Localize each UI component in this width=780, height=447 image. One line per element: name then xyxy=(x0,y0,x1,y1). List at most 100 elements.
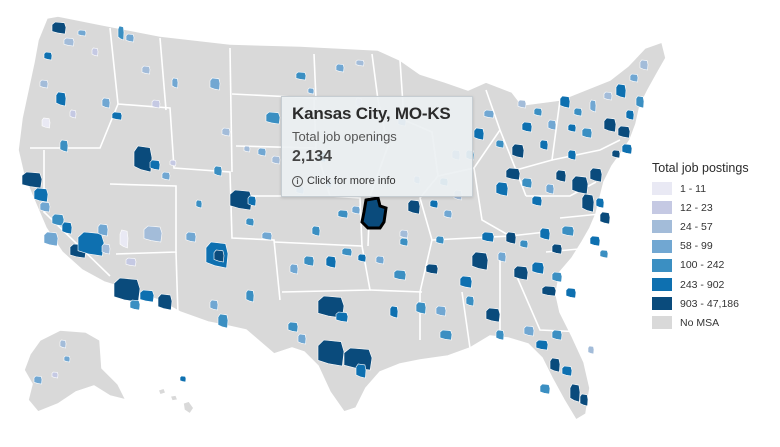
msa-region[interactable] xyxy=(551,243,563,255)
msa-region[interactable] xyxy=(33,187,49,203)
msa-region[interactable] xyxy=(639,59,649,71)
msa-region[interactable] xyxy=(317,295,345,319)
msa-region[interactable] xyxy=(459,275,473,289)
msa-region[interactable] xyxy=(303,255,315,267)
msa-region[interactable] xyxy=(505,167,521,181)
msa-region[interactable] xyxy=(245,289,255,303)
msa-region[interactable] xyxy=(149,159,161,171)
msa-region[interactable] xyxy=(113,277,141,303)
msa-regions[interactable] xyxy=(21,21,649,407)
msa-region[interactable] xyxy=(555,169,567,183)
msa-region[interactable] xyxy=(39,79,49,89)
msa-region[interactable] xyxy=(125,33,135,43)
msa-region[interactable] xyxy=(209,77,221,91)
msa-region[interactable] xyxy=(63,37,75,47)
msa-region[interactable] xyxy=(587,345,595,355)
legend-item[interactable]: 58 - 99 xyxy=(652,237,774,256)
msa-region[interactable] xyxy=(615,83,627,99)
msa-region[interactable] xyxy=(271,155,281,165)
msa-region[interactable] xyxy=(545,183,555,195)
msa-region[interactable] xyxy=(55,91,67,107)
msa-region[interactable] xyxy=(355,363,367,379)
legend-item[interactable]: 100 - 242 xyxy=(652,256,774,275)
msa-region[interactable] xyxy=(523,325,535,337)
msa-region[interactable] xyxy=(157,293,173,311)
msa-region[interactable] xyxy=(341,247,353,257)
msa-region[interactable] xyxy=(481,231,495,243)
msa-region[interactable] xyxy=(43,231,59,247)
msa-region[interactable] xyxy=(325,255,337,269)
msa-region[interactable] xyxy=(571,175,589,195)
msa-region[interactable] xyxy=(581,127,593,139)
msa-region[interactable] xyxy=(531,261,545,275)
msa-region[interactable] xyxy=(551,271,563,283)
msa-region[interactable] xyxy=(511,143,525,159)
msa-region[interactable] xyxy=(611,149,621,159)
legend-item[interactable]: 903 - 47,186 xyxy=(652,294,774,313)
msa-region[interactable] xyxy=(343,347,373,371)
msa-region[interactable] xyxy=(599,249,609,259)
msa-region[interactable] xyxy=(129,299,141,311)
msa-region[interactable] xyxy=(573,107,583,117)
msa-region[interactable] xyxy=(497,251,507,263)
msa-region[interactable] xyxy=(337,209,349,219)
msa-region[interactable] xyxy=(21,171,43,189)
msa-region[interactable] xyxy=(265,111,281,125)
msa-region[interactable] xyxy=(141,65,151,75)
msa-region[interactable] xyxy=(39,201,51,213)
msa-region[interactable] xyxy=(465,295,475,307)
msa-region[interactable] xyxy=(621,143,633,155)
msa-region[interactable] xyxy=(33,375,43,385)
msa-region[interactable] xyxy=(287,321,299,333)
more-info-link[interactable]: i Click for more info xyxy=(292,175,462,187)
msa-region[interactable] xyxy=(63,355,71,363)
msa-region[interactable] xyxy=(429,199,439,209)
msa-region[interactable] xyxy=(533,107,543,117)
msa-region[interactable] xyxy=(551,329,563,341)
msa-region[interactable] xyxy=(59,139,69,153)
msa-region[interactable] xyxy=(221,127,231,137)
msa-region[interactable] xyxy=(245,217,255,227)
msa-kansas-city[interactable] xyxy=(360,196,388,230)
msa-region[interactable] xyxy=(531,195,543,207)
msa-region[interactable] xyxy=(297,333,307,345)
msa-region[interactable] xyxy=(635,95,645,109)
msa-region[interactable] xyxy=(603,91,613,101)
msa-region[interactable] xyxy=(547,119,557,131)
msa-region[interactable] xyxy=(549,357,561,373)
msa-region[interactable] xyxy=(311,225,321,237)
msa-region[interactable] xyxy=(495,181,509,197)
msa-region[interactable] xyxy=(539,383,551,395)
msa-region[interactable] xyxy=(179,375,187,383)
msa-region[interactable] xyxy=(407,199,421,215)
msa-region[interactable] xyxy=(169,159,177,167)
legend-item[interactable]: 24 - 57 xyxy=(652,217,774,236)
msa-region[interactable] xyxy=(295,71,307,81)
msa-region[interactable] xyxy=(561,225,575,237)
msa-region[interactable] xyxy=(51,371,59,379)
msa-region[interactable] xyxy=(351,205,361,215)
msa-region[interactable] xyxy=(257,147,267,157)
msa-region[interactable] xyxy=(559,95,571,109)
msa-region[interactable] xyxy=(51,21,67,35)
msa-region[interactable] xyxy=(595,197,605,209)
msa-region[interactable] xyxy=(539,139,549,151)
msa-region[interactable] xyxy=(629,73,639,83)
msa-region[interactable] xyxy=(125,257,137,267)
msa-region[interactable] xyxy=(579,393,589,407)
msa-region[interactable] xyxy=(41,117,51,129)
msa-region[interactable] xyxy=(289,263,299,275)
msa-region[interactable] xyxy=(335,311,349,323)
legend-item[interactable]: 243 - 902 xyxy=(652,275,774,294)
msa-region[interactable] xyxy=(195,199,203,209)
msa-region[interactable] xyxy=(561,365,573,377)
msa-region[interactable] xyxy=(521,121,533,133)
msa-region[interactable] xyxy=(213,165,223,177)
msa-region[interactable] xyxy=(589,167,603,183)
msa-region[interactable] xyxy=(617,125,631,139)
msa-region[interactable] xyxy=(589,99,597,113)
msa-region[interactable] xyxy=(213,249,225,263)
msa-region[interactable] xyxy=(389,305,399,319)
msa-region[interactable] xyxy=(171,77,179,89)
msa-region[interactable] xyxy=(243,145,251,153)
